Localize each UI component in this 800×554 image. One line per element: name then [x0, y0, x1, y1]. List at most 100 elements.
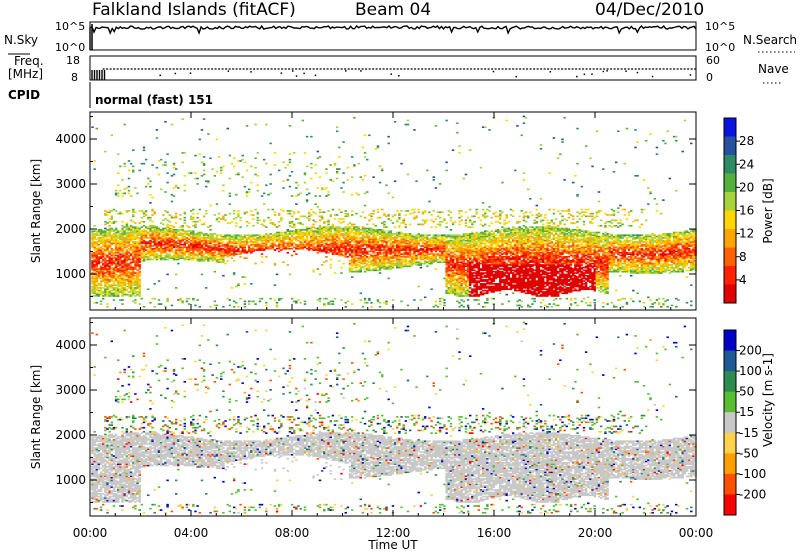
- power-cell: [194, 177, 197, 180]
- power-cell: [245, 125, 249, 127]
- power-cell: [136, 293, 139, 296]
- power-cell: [95, 234, 99, 237]
- power-cell: [95, 281, 99, 284]
- power-cell: [91, 264, 94, 266]
- power-cell: [106, 303, 109, 305]
- power-cell: [99, 291, 103, 293]
- power-cell: [406, 304, 410, 307]
- power-cell: [297, 211, 300, 214]
- power-cell: [101, 276, 105, 278]
- power-cell: [134, 231, 137, 234]
- power-cell: [136, 231, 139, 234]
- power-cell: [209, 204, 212, 207]
- power-cell: [286, 179, 290, 181]
- power-cell: [211, 233, 214, 235]
- power-cell: [114, 265, 118, 268]
- power-cell: [189, 245, 193, 247]
- power-cell: [194, 235, 197, 238]
- power-cell: [97, 292, 101, 295]
- power-cell: [138, 253, 141, 255]
- power-cell: [280, 208, 283, 211]
- power-cell: [340, 211, 343, 214]
- power-cell: [112, 234, 116, 237]
- power-cell: [153, 235, 156, 238]
- power-cell: [312, 223, 315, 226]
- power-cell: [134, 238, 137, 241]
- power-cell: [110, 239, 114, 242]
- power-cell: [108, 250, 111, 253]
- power-cell: [108, 235, 111, 238]
- power-cell: [434, 268, 438, 270]
- power-cell: [200, 243, 204, 246]
- power-cell: [112, 261, 116, 264]
- power-cell: [460, 283, 463, 285]
- power-cell: [110, 218, 114, 220]
- power-cell: [123, 234, 126, 237]
- power-cell: [262, 219, 266, 222]
- power-cell: [144, 227, 148, 230]
- power-cell: [106, 268, 109, 270]
- power-cell: [127, 277, 131, 280]
- power-cell: [181, 243, 184, 246]
- power-cell: [421, 262, 425, 265]
- power-cell: [174, 251, 178, 254]
- power-cell: [91, 287, 94, 289]
- power-cell: [101, 268, 105, 270]
- power-cell: [325, 226, 328, 228]
- power-cell: [104, 214, 107, 216]
- power-cell: [155, 249, 159, 251]
- power-cell: [198, 246, 202, 249]
- power-cell: [185, 238, 189, 241]
- power-cell: [174, 254, 178, 257]
- power-cell: [142, 162, 146, 165]
- power-cell: [110, 237, 114, 239]
- power-cell: [95, 258, 99, 261]
- power-cell: [329, 303, 332, 305]
- power-cell: [117, 270, 120, 273]
- power-cell: [297, 218, 300, 220]
- power-cell: [363, 268, 367, 270]
- power-cell: [97, 262, 101, 265]
- power-cell: [91, 254, 94, 257]
- power-cell: [134, 266, 137, 269]
- power-cell: [138, 274, 141, 277]
- power-cell: [91, 251, 94, 254]
- power-cell: [140, 226, 144, 228]
- power-cell: [138, 265, 141, 268]
- power-cell: [224, 262, 227, 265]
- power-cell: [142, 212, 146, 215]
- power-cell: [168, 243, 171, 246]
- power-cell: [129, 272, 133, 274]
- power-cell: [363, 204, 367, 207]
- power-cell: [168, 241, 171, 243]
- power-cell: [303, 231, 307, 234]
- power-cell: [207, 235, 210, 238]
- power-cell: [95, 284, 99, 286]
- power-cell: [194, 154, 197, 157]
- power-cell: [194, 243, 197, 246]
- power-cell: [247, 191, 251, 193]
- power-cell: [136, 227, 139, 230]
- power-cell: [121, 269, 124, 272]
- power-cell: [97, 272, 101, 274]
- power-cell: [123, 280, 126, 282]
- power-cell: [215, 243, 219, 246]
- power-cell: [119, 291, 122, 293]
- power-cell: [192, 238, 195, 241]
- power-cell: [117, 250, 120, 253]
- power-cell: [383, 223, 386, 226]
- power-cell: [121, 192, 124, 195]
- power-cell: [134, 246, 137, 249]
- power-cell: [99, 257, 103, 259]
- power-cell: [149, 237, 152, 239]
- power-cell: [99, 270, 103, 273]
- power-cell: [400, 235, 403, 238]
- power-cell: [451, 246, 455, 249]
- power-cell: [138, 281, 141, 284]
- power-cell: [398, 212, 401, 215]
- power-cell: [117, 288, 120, 291]
- power-cell: [185, 239, 189, 242]
- power-cell: [91, 276, 94, 278]
- power-cell: [363, 152, 367, 154]
- power-cell: [316, 150, 320, 153]
